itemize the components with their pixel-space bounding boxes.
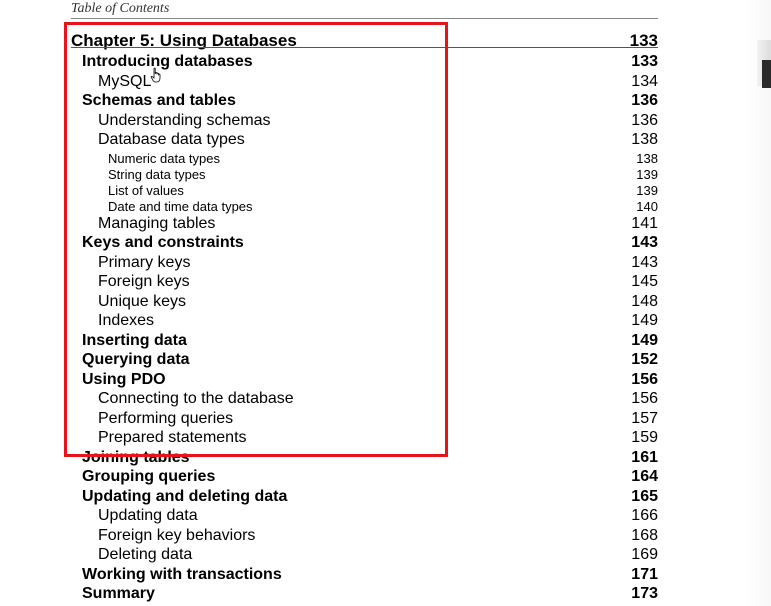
toc-entry[interactable]: Unique keys 148 bbox=[0, 290, 771, 310]
toc-entry-page: 156 bbox=[631, 390, 658, 407]
toc-entry-page: 149 bbox=[631, 332, 658, 349]
toc-entry-page: 173 bbox=[631, 585, 658, 602]
toc-entry[interactable]: Summary 173 bbox=[0, 582, 771, 602]
toc-entry[interactable]: Updating and deleting data 165 bbox=[0, 485, 771, 505]
toc-entry[interactable]: Primary keys 143 bbox=[0, 251, 771, 271]
toc-entry[interactable]: Prepared statements 159 bbox=[0, 426, 771, 446]
toc-entry-page: 148 bbox=[631, 293, 658, 310]
toc-entry-title: Joining tables bbox=[82, 449, 190, 466]
toc-entry[interactable]: Inserting data 149 bbox=[0, 329, 771, 349]
side-panel-shade bbox=[744, 0, 771, 606]
toc-entry-page: 161 bbox=[631, 449, 658, 466]
toc-entry[interactable]: Performing queries 157 bbox=[0, 407, 771, 427]
toc-entry-page: 169 bbox=[631, 546, 658, 563]
toc-entry-page: 136 bbox=[631, 112, 658, 129]
toc-entry-title: List of values bbox=[108, 183, 184, 198]
toc-entry-page: 136 bbox=[631, 92, 658, 109]
toc-entry[interactable]: Querying data 152 bbox=[0, 348, 771, 368]
toc-entry-page: 133 bbox=[629, 31, 658, 50]
toc-entry-page: 168 bbox=[631, 527, 658, 544]
toc-entry[interactable]: Grouping queries 164 bbox=[0, 465, 771, 485]
toc-entry[interactable]: String data types 139 bbox=[0, 161, 771, 181]
hand-pointer-icon bbox=[150, 67, 161, 83]
toc-entry[interactable]: Keys and constraints 143 bbox=[0, 231, 771, 251]
toc-entry[interactable]: Introducing databases 133 bbox=[0, 50, 771, 70]
toc-entry-page: 152 bbox=[631, 351, 658, 368]
toc-entry-page: 149 bbox=[631, 312, 658, 329]
toc-entry-title: Chapter 5: Using Databases bbox=[71, 31, 297, 50]
toc-entry-page: 139 bbox=[636, 167, 658, 182]
toc-entry-page: 140 bbox=[636, 199, 658, 214]
toc-entry-page: 138 bbox=[636, 151, 658, 166]
toc-entry-title: Foreign keys bbox=[98, 273, 190, 290]
toc-entry[interactable]: List of values 139 bbox=[0, 177, 771, 197]
toc-entry-page: 156 bbox=[631, 371, 658, 388]
toc-entry-page: 143 bbox=[631, 234, 658, 251]
toc-entry[interactable]: Working with transactions 171 bbox=[0, 563, 771, 583]
toc-entry-title: Updating and deleting data bbox=[82, 488, 288, 505]
toc-entry-page: 164 bbox=[631, 468, 658, 485]
selection-highlight-box bbox=[64, 22, 448, 457]
toc-entry-page: 157 bbox=[631, 410, 658, 427]
toc-entry-title: MySQL bbox=[98, 73, 152, 90]
toc-entry-title: Numeric data types bbox=[108, 151, 220, 166]
toc-entry-title: Updating data bbox=[98, 507, 198, 524]
toc-entry[interactable]: Numeric data types 138 bbox=[0, 145, 771, 165]
toc-entry-page: 166 bbox=[631, 507, 658, 524]
header-rule bbox=[71, 18, 658, 19]
toc-entry[interactable]: Deleting data 169 bbox=[0, 543, 771, 563]
toc-entry[interactable]: Foreign key behaviors 168 bbox=[0, 524, 771, 544]
toc-entry[interactable]: MySQL 134 bbox=[0, 70, 771, 90]
toc-entry-page: 138 bbox=[631, 131, 658, 148]
toc-entry-page: 159 bbox=[631, 429, 658, 446]
toc-entry-title: Managing tables bbox=[98, 215, 216, 232]
toc-entry[interactable]: Updating data 166 bbox=[0, 504, 771, 524]
toc-entry-title: Querying data bbox=[82, 351, 190, 368]
toc-entry-title: String data types bbox=[108, 167, 206, 182]
toc-entry-title: Database data types bbox=[98, 131, 245, 148]
toc-entry[interactable]: Connecting to the database 156 bbox=[0, 387, 771, 407]
toc-entry-page: 139 bbox=[636, 183, 658, 198]
running-header: Table of Contents bbox=[71, 1, 170, 16]
toc-entry-title: Deleting data bbox=[98, 546, 193, 563]
toc-entry-title: Using PDO bbox=[82, 371, 166, 388]
toc-entry-title: Inserting data bbox=[82, 332, 187, 349]
toc-entry-page: 143 bbox=[631, 254, 658, 271]
toc-entry-title: Introducing databases bbox=[82, 53, 253, 70]
toc-entry-page: 145 bbox=[631, 273, 658, 290]
toc-entry[interactable]: Date and time data types 140 bbox=[0, 193, 771, 213]
toc-entry-title: Summary bbox=[82, 585, 155, 602]
side-panel-edge bbox=[744, 0, 771, 606]
toc-entry[interactable]: Indexes 149 bbox=[0, 309, 771, 329]
toc-entry-page: 141 bbox=[631, 215, 658, 232]
toc-entry-title: Primary keys bbox=[98, 254, 191, 271]
toc-entry-page: 171 bbox=[631, 566, 658, 583]
toc-entry-title: Understanding schemas bbox=[98, 112, 271, 129]
toc-entry-page: 165 bbox=[631, 488, 658, 505]
chapter-rule bbox=[71, 47, 658, 48]
toc-entry-title: Unique keys bbox=[98, 293, 187, 310]
toc-entry-title: Working with transactions bbox=[82, 566, 282, 583]
toc-entry-page: 133 bbox=[631, 53, 658, 70]
side-panel-dark-tab bbox=[762, 60, 771, 88]
toc-entry-chapter-title[interactable]: Chapter 5: Using Databases 133 bbox=[0, 29, 771, 49]
toc-entry-title: Grouping queries bbox=[82, 468, 216, 485]
toc-entry[interactable]: Managing tables 141 bbox=[0, 212, 771, 232]
toc-entry-title: Connecting to the database bbox=[98, 390, 294, 407]
toc-entry[interactable]: Joining tables 161 bbox=[0, 446, 771, 466]
toc-entry[interactable]: Database data types 138 bbox=[0, 128, 771, 148]
toc-entry[interactable]: Foreign keys 145 bbox=[0, 270, 771, 290]
toc-entry-title: Prepared statements bbox=[98, 429, 247, 446]
toc-entry-title: Indexes bbox=[98, 312, 155, 329]
toc-entry-title: Foreign key behaviors bbox=[98, 527, 256, 544]
toc-entry-title: Date and time data types bbox=[108, 199, 253, 214]
toc-entry-page: 134 bbox=[631, 73, 658, 90]
toc-entry[interactable]: Understanding schemas 136 bbox=[0, 109, 771, 129]
toc-entry-title: Keys and constraints bbox=[82, 234, 244, 251]
toc-entry[interactable]: Using PDO 156 bbox=[0, 368, 771, 388]
toc-entry-title: Schemas and tables bbox=[82, 92, 236, 109]
toc-entry-title: Performing queries bbox=[98, 410, 234, 427]
toc-entry[interactable]: Schemas and tables 136 bbox=[0, 89, 771, 109]
